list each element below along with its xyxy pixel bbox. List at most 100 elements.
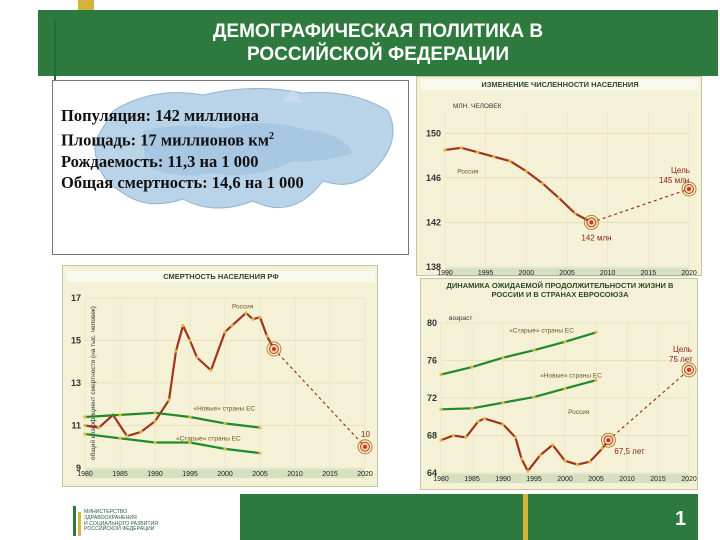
data-point [464,435,468,439]
data-point [492,155,496,159]
goal-target-icon [681,181,697,197]
x-tick-label: 2020 [681,270,697,277]
series-line [440,379,597,411]
chart-title: ИЗМЕНЕНИЕ ЧИСЛЕННОСТИ НАСЕЛЕНИЯ [481,80,638,89]
data-point [520,457,524,461]
y-tick-label: 11 [71,421,81,431]
goal-target-icon-center [687,187,691,191]
data-point [181,324,185,328]
data-point [538,453,542,457]
population-chart: ИЗМЕНЕНИЕ ЧИСЛЕННОСТИ НАСЕЛЕНИЯ 150 146 142… [421,79,699,277]
data-point [501,422,505,426]
chart-title-band [421,79,699,90]
series-label: «Новые» страны ЕС [194,406,256,413]
x-tick-label: 2000 [519,270,535,277]
data-point [526,469,530,473]
data-point [167,398,171,402]
y-tick-label: 68 [427,431,437,441]
data-point [153,419,157,423]
data-point [532,348,536,352]
series-line [84,311,275,438]
header-bar: ДЕМОГРАФИЧЕСКАЯ ПОЛИТИКА В РОССИЙСКОЙ ФЕ… [38,10,718,76]
x-tick-label: 1990 [437,270,453,277]
chart-title-line: ДИНАМИКА ОЖИДАЕМОЙ ПРОДОЛЖИТЕЛЬНОСТИ ЖИЗ… [447,281,674,290]
x-tick-label: 1980 [77,471,93,478]
data-point [153,411,157,415]
data-point [563,387,567,391]
header-accent-strip [78,0,94,10]
x-tick-label: 2005 [252,471,268,478]
series-label: Россия [457,168,479,175]
data-point [83,423,87,428]
data-point [594,330,598,334]
area-stat-superscript: 2 [268,131,274,142]
data-point [557,196,561,200]
x-tick-label: 1995 [182,471,198,478]
x-tick-label: 1995 [478,270,494,277]
y-tick-label: 15 [71,336,81,346]
data-point [600,447,604,451]
current-target-icon [266,341,282,357]
data-point [475,150,480,154]
data-point [118,413,122,417]
current-target-icon-center [589,220,594,225]
x-tick-label: 2015 [641,270,657,277]
data-point [563,459,567,463]
current-target-icon-center [272,347,276,351]
title-line-2: РОССИЙСКОЙ ФЕДЕРАЦИИ [246,44,509,65]
series-line [440,331,597,376]
goal-target-icon-center [363,444,367,449]
data-point [563,340,567,344]
y-tick-label: 142 [426,217,441,227]
series-line [444,146,592,224]
data-point [223,330,227,334]
x-tick-label: 1980 [433,476,449,483]
data-point [195,355,199,360]
birth-rate-stat: Рождаемость: 11,3 на 1 000 [61,151,259,171]
projection-line [608,369,690,441]
x-axis-band [441,474,689,483]
projection-line [591,188,690,223]
series-label: «Новые» страны ЕС [540,372,602,379]
x-tick-label: 2020 [357,471,373,478]
data-point [541,181,545,186]
data-point [575,462,579,467]
y-axis-label: МЛН. ЧЕЛОВЕК [453,103,502,110]
russia-map-panel: Популяция: 142 миллиона Площадь: 17 милл… [52,80,409,255]
ministry-emblem-icon [73,506,81,536]
data-point [153,440,157,445]
y-tick-label: 76 [427,356,437,366]
russia-map-image [94,87,394,209]
goal-value: 10 [361,430,370,439]
goal-label: Цель [673,345,692,354]
x-tick-label: 1990 [495,476,511,483]
population-chart-panel: ИЗМЕНЕНИЕ ЧИСЛЕННОСТИ НАСЕЛЕНИЯ 150 146 142… [416,76,702,277]
data-point [209,368,213,372]
data-point [265,334,269,338]
data-point [451,433,455,438]
x-tick-label: 2005 [588,476,604,483]
y-tick-label: 13 [71,378,81,388]
header-divider [54,20,56,80]
area-stat-text: Площадь: 17 миллионов км [61,130,269,150]
data-point [524,169,528,173]
mortality-stat: Общая смертность: 14,6 на 1 000 [61,172,304,192]
data-point [594,378,598,382]
data-point [251,317,255,321]
x-tick-label: 1990 [147,471,163,478]
data-point [476,419,480,424]
x-tick-label: 2005 [559,270,575,277]
data-point [513,435,517,439]
chart-title: СМЕРТНОСТЬ НАСЕЛЕНИЯ РФ [163,272,279,281]
area-stat: Площадь: 17 миллионов км2 [61,126,304,151]
data-point [588,460,592,464]
data-point [188,338,192,343]
data-point [482,417,486,421]
series-label: Россия [568,409,590,416]
projection-line [273,348,366,448]
x-axis-band [85,469,365,478]
data-point [223,421,227,425]
chart-title-band [67,271,375,282]
data-point [459,146,463,150]
goal-target-icon [681,362,697,378]
